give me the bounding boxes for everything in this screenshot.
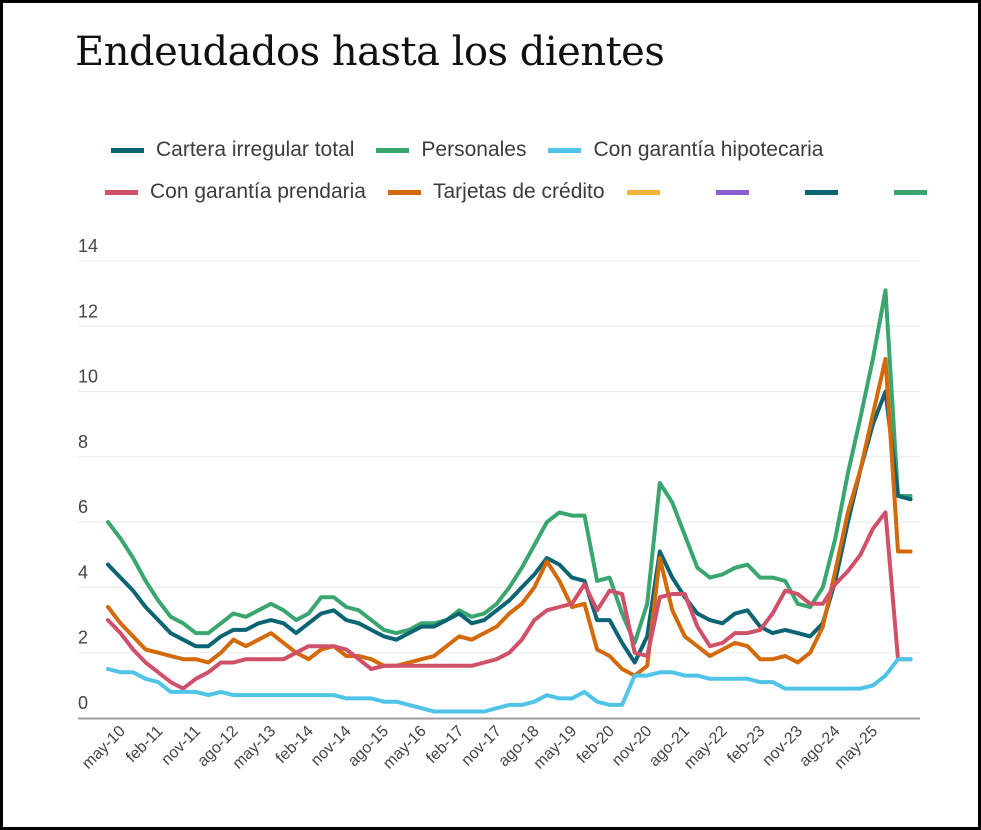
legend-item-unnamed-green[interactable] [893, 189, 961, 195]
x-tick-label: may-10 [79, 723, 129, 773]
legend-row-2: Con garantía prendaria Tarjetas de crédi… [105, 180, 978, 204]
legend-swatch [548, 147, 582, 153]
legend-item-prendaria[interactable]: Con garantía prendaria [105, 180, 366, 204]
legend-item-unnamed-yellow[interactable] [626, 189, 694, 195]
y-tick-label: 8 [78, 432, 88, 452]
chart-title: Endeudados hasta los dientes [75, 29, 665, 75]
series-line-con-garant-a-prendaria [106, 510, 913, 691]
y-tick-label: 4 [78, 562, 88, 582]
series-lines [106, 288, 913, 714]
x-axis-ticks: may-10feb-11nov-11ago-12may-13feb-14nov-… [79, 723, 881, 773]
legend-label: Personales [421, 138, 527, 161]
legend-label: Tarjetas de crédito [432, 180, 605, 203]
series-line-personales [106, 288, 913, 645]
legend-swatch [804, 189, 838, 195]
series-line-cartera-irregular-total [106, 389, 913, 665]
legend-item-cartera-total[interactable]: Cartera irregular total [111, 138, 354, 162]
legend-label: Cartera irregular total [156, 138, 355, 161]
x-tick-label: nov-20 [609, 723, 656, 770]
y-tick-label: 10 [78, 367, 98, 387]
y-tick-label: 14 [78, 236, 98, 256]
y-tick-label: 12 [78, 301, 98, 321]
legend-label: Con garantía prendaria [150, 180, 366, 203]
legend-swatch [626, 189, 660, 195]
legend-swatch [105, 189, 138, 195]
y-axis-ticks: 0 2 4 6 8 10 12 14 [78, 236, 98, 713]
x-tick-label: nov-17 [458, 723, 505, 770]
legend-swatch [715, 189, 749, 195]
x-tick-label: nov-14 [308, 723, 355, 770]
y-tick-label: 0 [78, 693, 88, 713]
series-line-tarjetas-de-cr-dito [106, 356, 913, 678]
legend-item-tarjetas[interactable]: Tarjetas de crédito [387, 180, 605, 204]
legend-swatch [893, 189, 927, 195]
y-tick-label: 6 [78, 497, 88, 517]
x-tick-label: nov-23 [759, 723, 806, 770]
gridlines [78, 260, 920, 654]
legend-item-personales[interactable]: Personales [376, 138, 526, 162]
legend-item-hipotecaria[interactable]: Con garantía hipotecaria [548, 138, 823, 162]
series-line-con-garant-a-hipotecaria [106, 657, 913, 714]
legend-swatch [111, 147, 144, 153]
y-tick-label: 2 [78, 628, 88, 648]
legend-swatch [387, 189, 421, 195]
legend-item-unnamed-teal[interactable] [804, 189, 872, 195]
line-chart: 0 2 4 6 8 10 12 14 may-10feb-11nov-11ago-12may-… [78, 236, 920, 773]
legend-item-unnamed-purple[interactable] [715, 189, 783, 195]
legend-label: Con garantía hipotecaria [593, 138, 824, 161]
legend-row-1: Cartera irregular total Personales Con g… [111, 138, 845, 162]
legend-swatch [376, 147, 410, 153]
